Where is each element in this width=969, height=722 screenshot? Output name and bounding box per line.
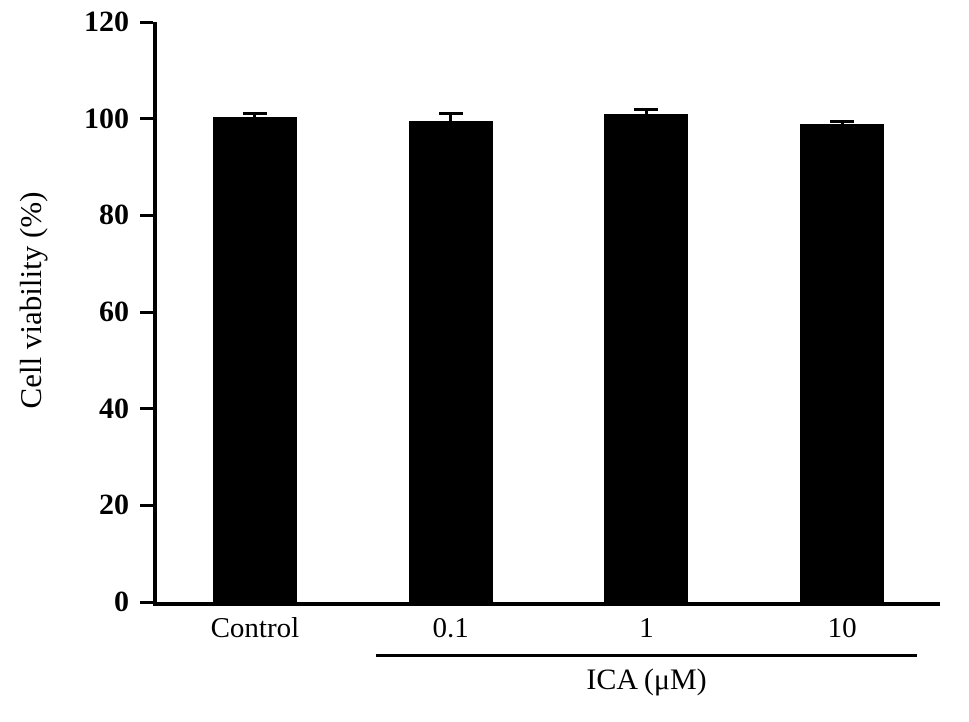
y-tick-mark bbox=[140, 310, 153, 314]
x-tick-label: 1 bbox=[639, 612, 654, 644]
ica-group-underline bbox=[376, 654, 917, 657]
y-tick-label: 80 bbox=[99, 198, 129, 232]
y-tick-label: 60 bbox=[99, 295, 129, 328]
y-tick-label: 20 bbox=[99, 488, 129, 522]
error-bar bbox=[449, 113, 453, 129]
x-tick-label: 0.1 bbox=[432, 612, 469, 644]
error-bar bbox=[840, 121, 844, 128]
x-tick-label: Control bbox=[210, 612, 300, 644]
bar-0-1 bbox=[408, 121, 493, 602]
y-tick-label: 0 bbox=[114, 585, 129, 618]
error-bar bbox=[253, 113, 257, 122]
y-tick-label: 40 bbox=[99, 391, 129, 425]
y-tick-mark bbox=[140, 117, 153, 121]
bar-1 bbox=[604, 113, 689, 602]
y-tick-mark bbox=[140, 20, 153, 24]
error-bar-cap bbox=[634, 108, 659, 112]
error-bar bbox=[644, 109, 648, 118]
y-tick-mark bbox=[140, 407, 153, 411]
y-tick-label: 120 bbox=[84, 5, 129, 38]
bar-control bbox=[212, 117, 297, 602]
y-tick-label: 100 bbox=[84, 101, 129, 135]
error-bar-cap bbox=[830, 120, 855, 124]
y-axis-line bbox=[153, 22, 157, 606]
y-tick-mark bbox=[140, 600, 153, 604]
bar-10 bbox=[800, 124, 885, 602]
y-tick-mark bbox=[140, 503, 153, 507]
x-axis-line bbox=[153, 602, 940, 606]
x-tick-label: 10 bbox=[827, 612, 857, 644]
error-bar-cap bbox=[242, 111, 267, 115]
error-bar-cap bbox=[438, 112, 463, 116]
y-tick-mark bbox=[140, 213, 153, 217]
x-axis-group-label: ICA (μM) bbox=[586, 663, 707, 696]
plot-area: 0 20 40 60 80 100 120 Control 0.1 1 10 bbox=[84, 7, 940, 643]
